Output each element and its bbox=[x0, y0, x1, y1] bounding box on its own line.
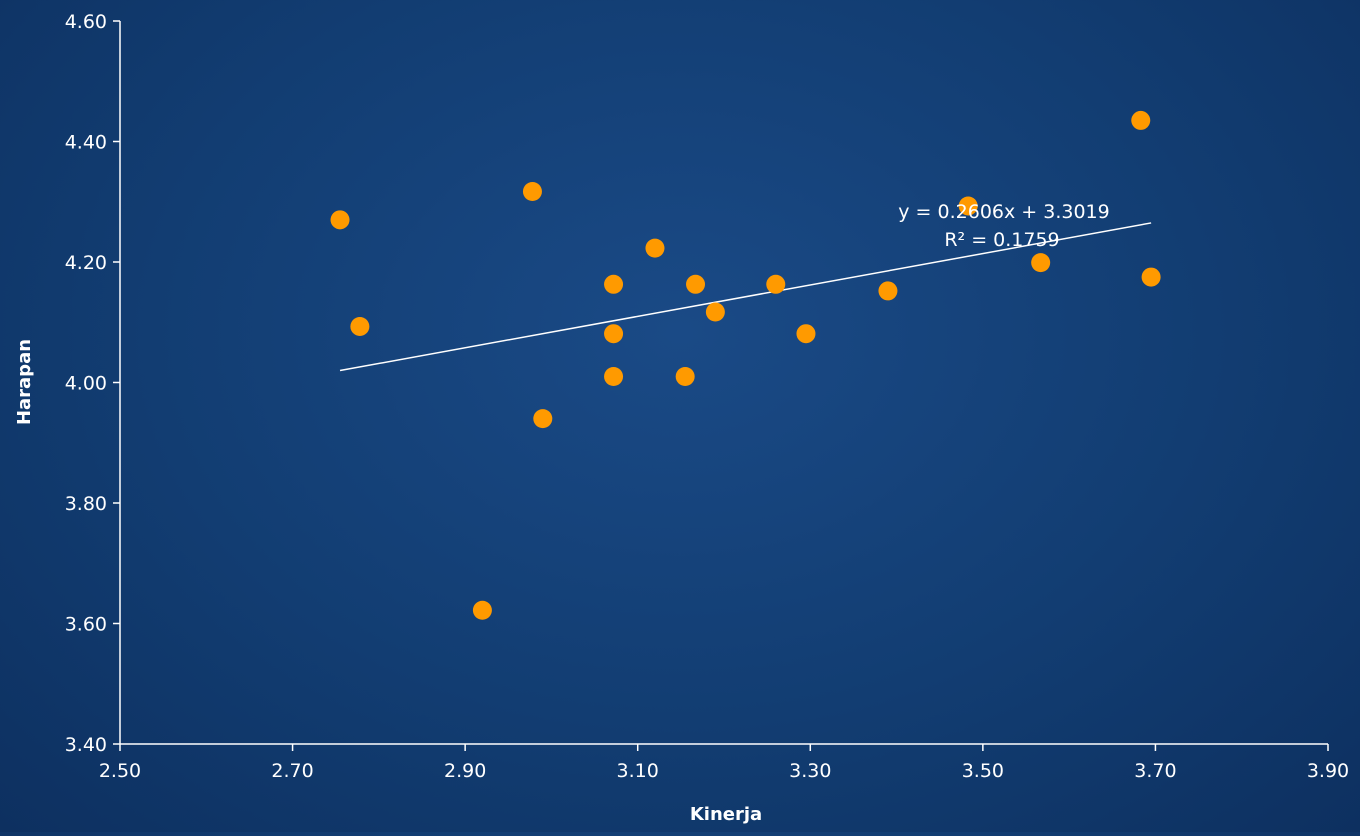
y-tick-label: 3.40 bbox=[65, 734, 107, 756]
x-tick-label: 2.50 bbox=[99, 760, 141, 782]
data-point bbox=[686, 274, 706, 294]
trendline bbox=[339, 222, 1152, 372]
x-tick-label: 3.70 bbox=[1134, 760, 1176, 782]
y-tick-label: 3.80 bbox=[65, 493, 107, 515]
x-tick-label: 3.10 bbox=[617, 760, 659, 782]
data-point bbox=[472, 600, 492, 620]
x-tick-label: 3.30 bbox=[789, 760, 831, 782]
data-point bbox=[1131, 110, 1151, 130]
y-tick-label: 3.60 bbox=[65, 614, 107, 636]
axes: 3.40 3.60 3.80 4.00 4.20 4.40 4.60 2.50 2.70 2.90… bbox=[65, 11, 1349, 782]
data-point bbox=[796, 324, 816, 344]
data-point bbox=[350, 316, 370, 336]
x-tick-label: 3.90 bbox=[1307, 760, 1349, 782]
data-point bbox=[522, 182, 542, 202]
data-point bbox=[604, 324, 624, 344]
trendline-group bbox=[339, 222, 1152, 372]
x-tick-label: 3.50 bbox=[962, 760, 1004, 782]
y-tick-label: 4.20 bbox=[65, 252, 107, 274]
data-point bbox=[604, 366, 624, 386]
data-point bbox=[766, 274, 786, 294]
labels: Harapan Kinerja y = 0.2606x + 3.3019 R² … bbox=[14, 201, 1110, 825]
r-squared-label: R² = 0.1759 bbox=[944, 229, 1059, 251]
trendline-equation: y = 0.2606x + 3.3019 bbox=[898, 201, 1109, 223]
x-axis-title: Kinerja bbox=[690, 804, 762, 825]
data-point bbox=[645, 238, 665, 258]
data-point bbox=[604, 274, 624, 294]
data-point bbox=[878, 281, 898, 301]
x-tick-label: 2.70 bbox=[271, 760, 313, 782]
y-tick-label: 4.00 bbox=[65, 373, 107, 395]
y-axis-title: Harapan bbox=[14, 339, 35, 425]
data-point bbox=[1141, 267, 1161, 287]
data-point bbox=[958, 196, 978, 216]
y-tick-label: 4.40 bbox=[65, 132, 107, 154]
data-points bbox=[330, 110, 1161, 620]
data-point bbox=[1031, 253, 1051, 273]
x-tick-label: 2.90 bbox=[444, 760, 486, 782]
data-point bbox=[330, 210, 350, 230]
data-point bbox=[675, 366, 695, 386]
data-point bbox=[533, 409, 553, 429]
data-point bbox=[705, 302, 725, 322]
y-tick-label: 4.60 bbox=[65, 11, 107, 33]
